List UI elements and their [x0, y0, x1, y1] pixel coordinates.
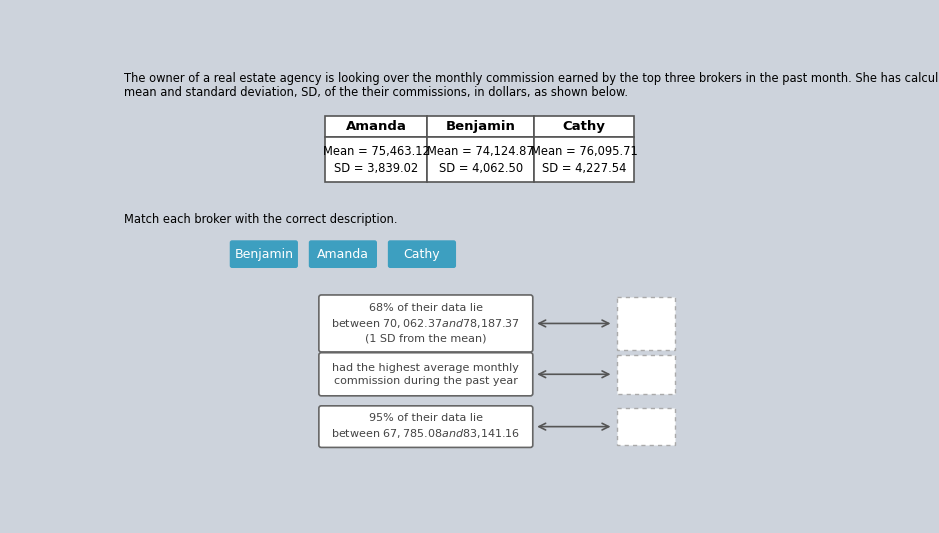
Text: Amanda: Amanda — [346, 120, 407, 133]
Text: Match each broker with the correct description.: Match each broker with the correct descr… — [124, 213, 397, 225]
Bar — [534, 137, 634, 182]
Text: Amanda: Amanda — [316, 248, 369, 261]
FancyBboxPatch shape — [309, 240, 377, 268]
Bar — [427, 116, 534, 137]
Text: 68% of their data lie
between $70,062.37 and $78,187.37
(1 SD from the mean): 68% of their data lie between $70,062.37… — [331, 303, 520, 344]
Text: SD = 4,227.54: SD = 4,227.54 — [542, 162, 626, 175]
FancyBboxPatch shape — [319, 353, 532, 396]
Text: had the highest average monthly
commission during the past year: had the highest average monthly commissi… — [332, 362, 519, 386]
FancyBboxPatch shape — [388, 240, 456, 268]
Text: Cathy: Cathy — [562, 120, 606, 133]
Text: Mean = 75,463.12: Mean = 75,463.12 — [323, 145, 430, 158]
Text: mean and standard deviation, SD, of the their commissions, in dollars, as shown : mean and standard deviation, SD, of the … — [124, 85, 627, 99]
Text: SD = 3,839.02: SD = 3,839.02 — [334, 162, 419, 175]
FancyBboxPatch shape — [319, 295, 532, 352]
FancyBboxPatch shape — [319, 406, 532, 447]
Text: Mean = 76,095.71: Mean = 76,095.71 — [531, 145, 638, 158]
Text: SD = 4,062.50: SD = 4,062.50 — [439, 162, 523, 175]
FancyBboxPatch shape — [230, 240, 298, 268]
Bar — [325, 116, 427, 137]
Bar — [617, 408, 675, 445]
Bar — [325, 137, 427, 182]
Text: Benjamin: Benjamin — [446, 120, 516, 133]
Text: Cathy: Cathy — [404, 248, 440, 261]
Text: Mean = 74,124.87: Mean = 74,124.87 — [427, 145, 534, 158]
Bar — [534, 116, 634, 137]
Bar — [617, 297, 675, 350]
Bar — [617, 355, 675, 393]
Text: The owner of a real estate agency is looking over the monthly commission earned : The owner of a real estate agency is loo… — [124, 71, 939, 85]
Text: 95% of their data lie
between $67,785.08 and $83,141.16: 95% of their data lie between $67,785.08… — [331, 413, 520, 440]
Text: Benjamin: Benjamin — [235, 248, 293, 261]
Bar — [427, 137, 534, 182]
